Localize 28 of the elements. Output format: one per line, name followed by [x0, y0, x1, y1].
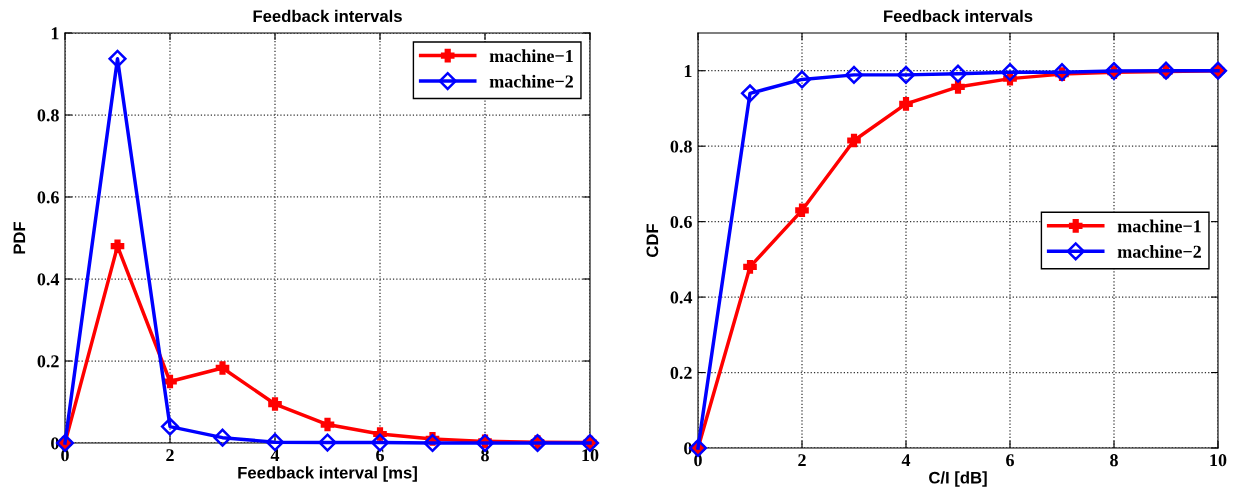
- legend-label: machine−1: [1117, 219, 1201, 233]
- x-tick-label: 10: [582, 449, 599, 462]
- x-axis-title: Feedback interval [ms]: [238, 466, 417, 482]
- x-axis-title: C/I [dB]: [929, 471, 987, 487]
- y-tick-label: 0.6: [670, 215, 692, 229]
- y-tick-label: 0.8: [670, 140, 692, 153]
- chart-title: Feedback intervals: [884, 9, 1033, 23]
- x-tick-label: 10: [1210, 454, 1227, 467]
- x-tick-label: 2: [166, 449, 174, 462]
- y-tick-label: 0.4: [670, 291, 693, 304]
- y-tick-label: 0.8: [37, 109, 59, 122]
- x-tick-label: 8: [1110, 454, 1118, 467]
- x-tick-label: 4: [270, 449, 280, 462]
- y-tick-label: 0.4: [37, 273, 60, 286]
- y-axis-title: CDF: [646, 223, 659, 257]
- y-tick-label: 0.6: [37, 191, 59, 204]
- legend-label: machine−2: [489, 74, 573, 88]
- x-tick-label: 2: [798, 454, 806, 467]
- y-axis-title: PDF: [13, 221, 26, 254]
- y-tick-label: 0.2: [670, 366, 692, 380]
- y-tick-label: 1: [684, 65, 692, 77]
- y-tick-label: 1: [51, 27, 59, 40]
- legend-label: machine−2: [1117, 245, 1201, 258]
- y-tick-label: 0.2: [37, 355, 59, 368]
- x-tick-label: 4: [901, 454, 911, 467]
- legend-label: machine−1: [489, 49, 573, 63]
- x-tick-label: 6: [1006, 454, 1014, 467]
- chart-title: Feedback intervals: [253, 9, 402, 23]
